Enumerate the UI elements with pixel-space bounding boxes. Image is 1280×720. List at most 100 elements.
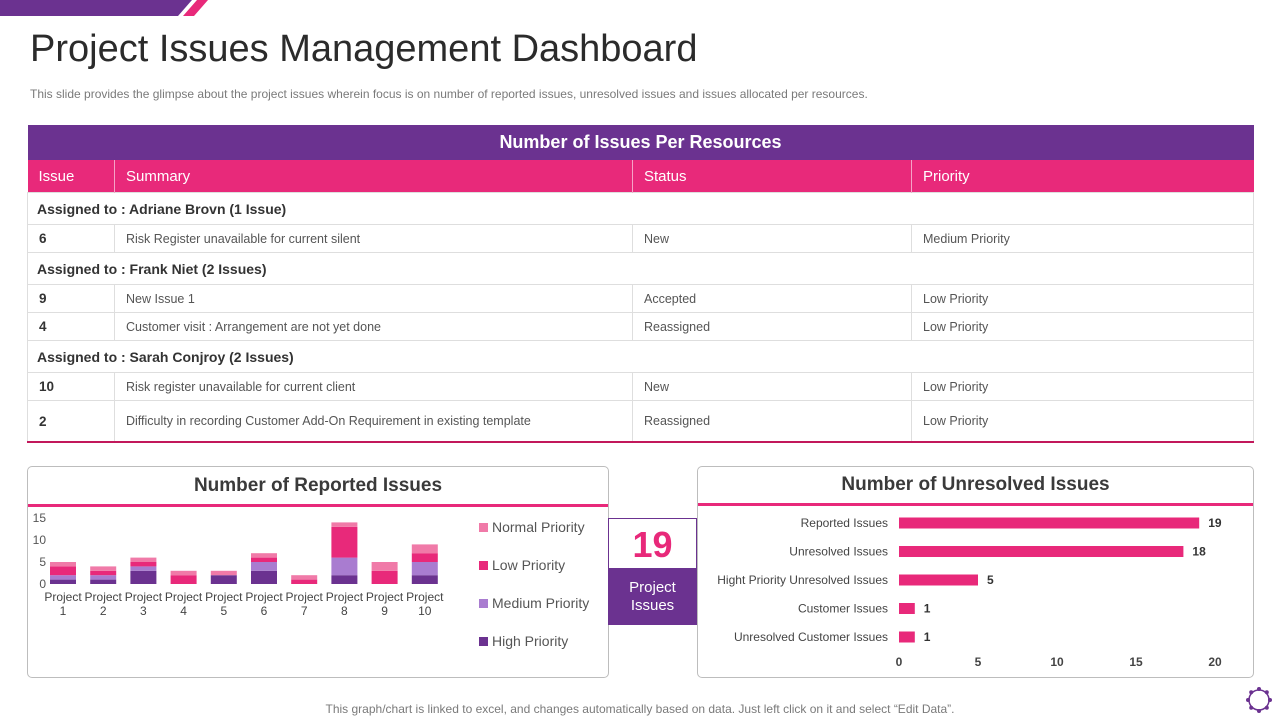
bar-segment[interactable]: [170, 570, 197, 576]
bar-segment[interactable]: [170, 575, 197, 584]
unresolved-issues-chart[interactable]: Reported Issues 19 Unresolved Issues 18 High…: [698, 506, 1253, 676]
header-priority: Priority: [911, 160, 1254, 193]
bar-segment[interactable]: [251, 553, 277, 558]
bar-segment[interactable]: [251, 570, 277, 584]
issue-summary: Risk Register unavailable for current si…: [114, 224, 633, 253]
bar-segment[interactable]: [411, 562, 438, 576]
bar-segment[interactable]: [371, 562, 398, 571]
issue-priority: Low Priority: [911, 312, 1254, 341]
legend-swatch: [479, 637, 488, 646]
table-row: 4 Customer visit : Arrangement are not y…: [27, 312, 1254, 341]
x-tick-label: 6: [261, 604, 268, 618]
footer-note: This graph/chart is linked to excel, and…: [325, 702, 955, 716]
bar-segment[interactable]: [50, 566, 76, 576]
x-tick-label: 4: [180, 604, 187, 618]
bar-segment[interactable]: [331, 557, 358, 576]
x-tick-label: Project: [406, 590, 444, 604]
issue-status: Accepted: [632, 284, 912, 313]
reported-issues-panel: Number of Reported Issues 0 5 10 15 Project 1…: [27, 466, 609, 678]
issue-priority: Low Priority: [911, 284, 1254, 313]
data-label: 19: [1208, 516, 1222, 530]
page-subtitle: This slide provides the glimpse about th…: [30, 87, 868, 101]
bar-segment[interactable]: [411, 553, 438, 562]
bar-segment[interactable]: [130, 557, 157, 562]
data-label: 1: [924, 630, 931, 644]
bar-segment[interactable]: [331, 522, 358, 527]
data-label: 18: [1192, 545, 1206, 559]
table-row: 10 Risk register unavailable for current…: [27, 372, 1254, 401]
bar[interactable]: [899, 517, 1200, 529]
x-tick-label: Project: [44, 590, 82, 604]
header-issue: Issue: [27, 160, 115, 193]
bar-segment[interactable]: [251, 562, 277, 571]
bar-segment[interactable]: [90, 570, 117, 576]
y-tick-label: 10: [33, 533, 47, 547]
x-tick-label: 3: [140, 604, 147, 618]
x-tick-label: Project: [165, 590, 203, 604]
issue-priority: Medium Priority: [911, 224, 1254, 253]
bar-segment[interactable]: [210, 570, 237, 576]
bar-segment[interactable]: [130, 570, 157, 584]
kpi-label-line1: Project: [629, 579, 676, 596]
x-tick-label: Project: [85, 590, 123, 604]
group-label: Assigned to : Adriane Brovn (1 Issue): [27, 192, 1254, 225]
category-label: Unresolved Issues: [789, 545, 888, 559]
bar-segment[interactable]: [50, 579, 76, 584]
bar[interactable]: [899, 631, 915, 643]
x-tick-label: 8: [341, 604, 348, 618]
table-row: 2 Difficulty in recording Customer Add-O…: [27, 400, 1254, 443]
legend-swatch: [479, 561, 488, 570]
bar-segment[interactable]: [371, 570, 398, 584]
bar-segment[interactable]: [291, 579, 318, 584]
bar-segment[interactable]: [411, 544, 438, 554]
issue-status: New: [632, 372, 912, 401]
table-title: Number of Issues Per Resources: [27, 125, 1254, 160]
x-tick-label: 5: [220, 604, 227, 618]
bar-segment[interactable]: [90, 566, 117, 571]
page-title: Project Issues Management Dashboard: [30, 28, 698, 70]
y-tick-label: 5: [39, 555, 46, 569]
bar-segment[interactable]: [411, 575, 438, 584]
legend-label: Low Priority: [492, 557, 565, 573]
bar-segment[interactable]: [90, 575, 117, 580]
issue-number: 4: [27, 312, 115, 341]
bar-segment[interactable]: [130, 566, 157, 571]
issue-number: 9: [27, 284, 115, 313]
legend-label: High Priority: [492, 633, 568, 649]
bar[interactable]: [899, 546, 1184, 557]
bar-segment[interactable]: [210, 575, 237, 584]
issue-summary: Customer visit : Arrangement are not yet…: [114, 312, 633, 341]
x-tick-label: Project: [125, 590, 163, 604]
issue-priority: Low Priority: [911, 372, 1254, 401]
category-label: Hight Priority Unresolved Issues: [717, 573, 888, 587]
x-tick-label: 20: [1208, 655, 1222, 669]
issue-summary: Risk register unavailable for current cl…: [114, 372, 633, 401]
legend-swatch: [479, 523, 488, 532]
bar-segment[interactable]: [90, 579, 117, 584]
x-tick-label: Project: [245, 590, 283, 604]
bar[interactable]: [899, 603, 915, 614]
issue-number: 6: [27, 224, 115, 253]
bar-segment[interactable]: [291, 575, 318, 580]
bar-segment[interactable]: [251, 557, 277, 562]
bar-segment[interactable]: [331, 575, 358, 584]
gear-icon[interactable]: [1243, 684, 1275, 716]
bar-segment[interactable]: [331, 526, 358, 558]
bar-segment[interactable]: [130, 562, 157, 567]
legend-label: Normal Priority: [492, 519, 585, 535]
issue-status: Reassigned: [632, 400, 912, 443]
issues-table: Number of Issues Per Resources Issue Sum…: [27, 125, 1254, 443]
reported-issues-chart[interactable]: 051015Project1Project2Project3Project4Pr…: [28, 508, 608, 676]
x-tick-label: 0: [896, 655, 903, 669]
corner-accent: [0, 0, 208, 16]
unresolved-issues-title: Number of Unresolved Issues: [698, 467, 1253, 506]
y-tick-label: 0: [39, 577, 46, 591]
bar-segment[interactable]: [50, 562, 76, 567]
header-summary: Summary: [114, 160, 633, 193]
kpi-label-line2: Issues: [630, 597, 675, 614]
table-row: 6 Risk Register unavailable for current …: [27, 224, 1254, 253]
bar[interactable]: [899, 574, 978, 586]
x-tick-label: 5: [975, 655, 982, 669]
y-tick-label: 15: [33, 511, 47, 525]
bar-segment[interactable]: [50, 575, 76, 580]
